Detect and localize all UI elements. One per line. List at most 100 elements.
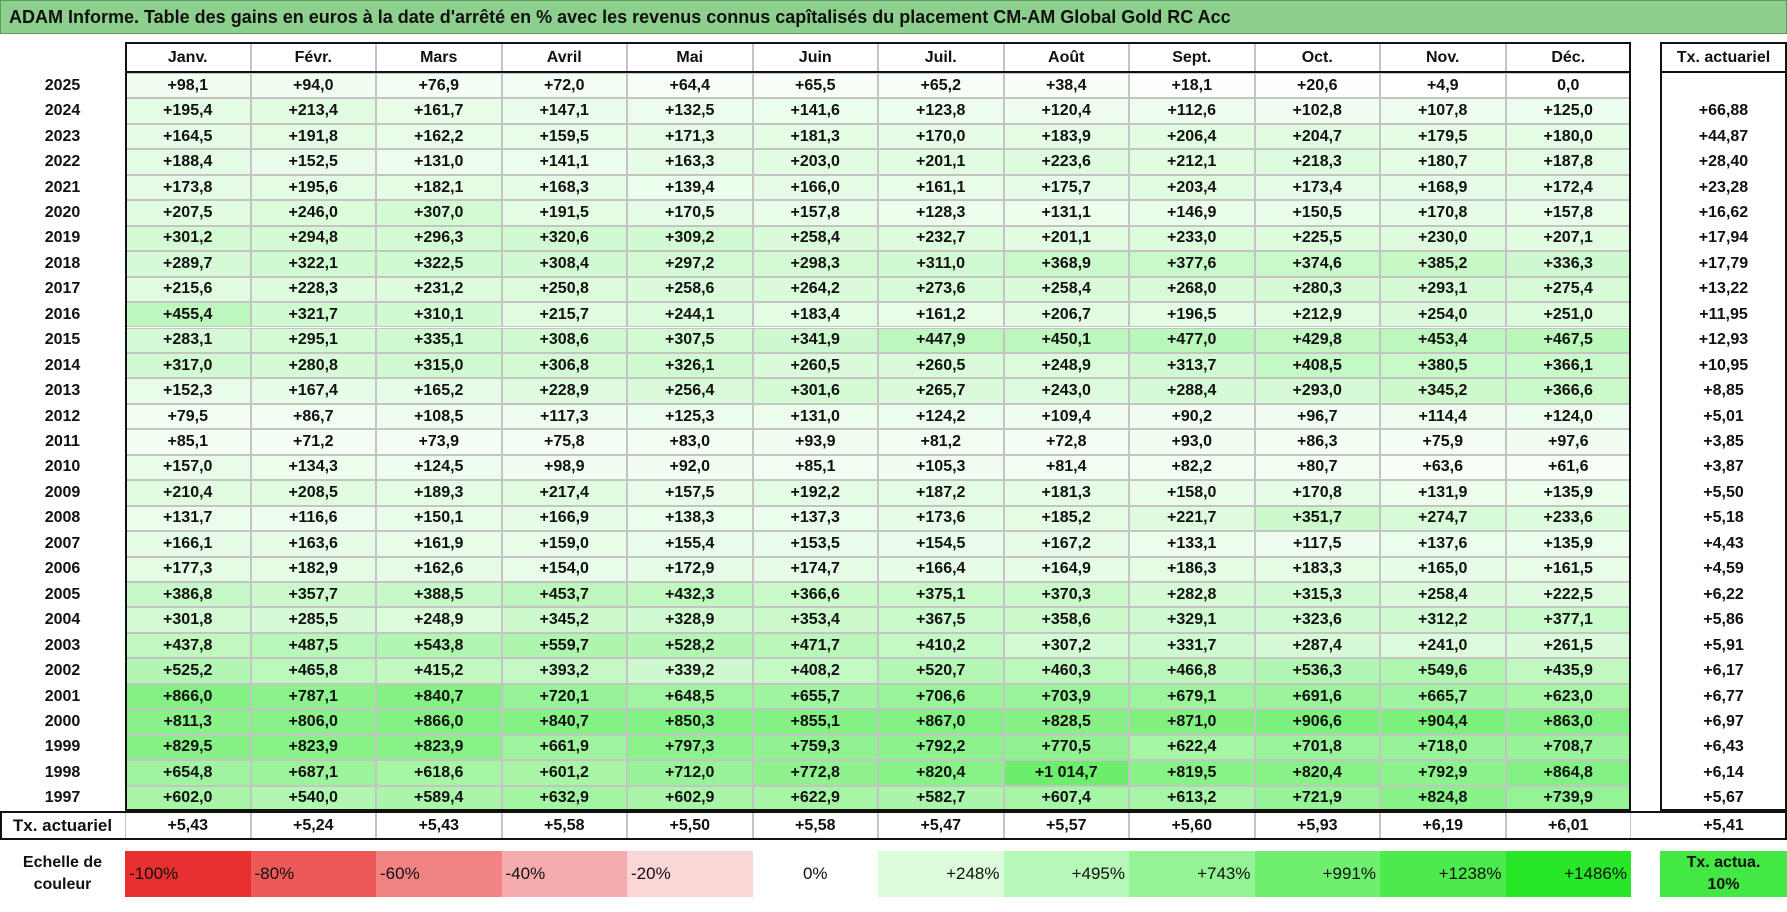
year-label: 2008 — [44, 509, 81, 527]
gain-cell: +309,2 — [627, 225, 753, 252]
footer-cell: +5,50 — [627, 811, 753, 841]
gain-cell: +65,2 — [878, 73, 1004, 99]
year-label: 2022 — [44, 153, 81, 171]
gain-cell: +328,9 — [627, 607, 753, 633]
gain-cell: +173,4 — [1254, 174, 1380, 201]
gain-cell: +759,3 — [752, 734, 878, 761]
tx-cell: +17,79 — [1698, 254, 1749, 272]
gain-cell: +166,9 — [501, 505, 627, 532]
gain-cell: +867,0 — [878, 709, 1004, 735]
gain-cell: +243,0 — [1003, 378, 1129, 404]
gain-cell: +152,3 — [125, 378, 251, 404]
gain-cell: +134,3 — [250, 454, 376, 481]
gain-cell: +180,7 — [1380, 149, 1506, 175]
gain-cell: +906,6 — [1254, 709, 1380, 735]
gain-cell: +329,1 — [1129, 607, 1255, 633]
gain-cell: +258,4 — [752, 225, 878, 252]
gain-cell: +455,4 — [125, 302, 251, 328]
gain-cell: +83,0 — [627, 429, 753, 455]
gain-cell: +703,9 — [1003, 683, 1129, 710]
legend-step: +248% — [878, 851, 1004, 898]
gain-cell: +192,2 — [752, 480, 878, 506]
year-label: 2012 — [44, 407, 81, 425]
gain-cell: +820,4 — [878, 760, 1004, 786]
gain-cell: +855,1 — [752, 709, 878, 735]
tx-cell: +5,91 — [1703, 636, 1744, 654]
gain-cell: +282,8 — [1129, 582, 1255, 608]
gain-cell: +63,6 — [1380, 454, 1506, 481]
footer-cell: +5,58 — [501, 811, 627, 841]
gain-cell: +107,8 — [1380, 98, 1506, 124]
gain-cell: +168,9 — [1380, 174, 1506, 201]
gain-cell: +157,8 — [1505, 200, 1631, 226]
gain-cell: +139,4 — [627, 174, 753, 201]
gain-cell: +772,8 — [752, 760, 878, 786]
gain-cell: +97,6 — [1505, 429, 1631, 455]
gain-cell: +345,2 — [1380, 378, 1506, 404]
gain-cell: +182,1 — [376, 174, 502, 201]
gain-cell: +170,8 — [1380, 200, 1506, 226]
gain-cell: +161,5 — [1505, 556, 1631, 582]
legend-step: -20% — [627, 851, 753, 898]
gain-cell: +164,9 — [1003, 556, 1129, 582]
gain-cell: +320,6 — [501, 225, 627, 252]
gain-cell: +301,6 — [752, 378, 878, 404]
gain-cell: +170,0 — [878, 123, 1004, 150]
gain-cell: +135,9 — [1505, 531, 1631, 557]
legend-step: +495% — [1003, 851, 1129, 898]
gain-cell: +712,0 — [627, 760, 753, 786]
gain-cell: +131,7 — [125, 505, 251, 532]
footer-label: Tx. actuariel — [12, 815, 113, 835]
gain-cell: +98,1 — [125, 73, 251, 99]
gain-cell: +231,2 — [376, 276, 502, 303]
gain-cell: +170,8 — [1254, 480, 1380, 506]
gain-cell: +739,9 — [1505, 785, 1631, 812]
month-header: Juin — [752, 42, 878, 73]
gain-cell: +183,4 — [752, 302, 878, 328]
gain-cell: +162,2 — [376, 123, 502, 150]
gain-cell: +114,4 — [1380, 403, 1506, 430]
gain-cell: +410,2 — [878, 632, 1004, 659]
gain-cell: +131,0 — [752, 403, 878, 430]
footer-cell: +5,43 — [125, 811, 251, 841]
gain-cell: +287,4 — [1254, 632, 1380, 659]
gain-cell: +273,6 — [878, 276, 1004, 303]
tx-cell: +3,87 — [1703, 458, 1744, 476]
gain-cell: +72,0 — [501, 73, 627, 99]
gain-cell: +96,7 — [1254, 403, 1380, 430]
gain-cell: +230,0 — [1380, 225, 1506, 252]
gain-cell: +467,5 — [1505, 327, 1631, 353]
gain-cell: +187,2 — [878, 480, 1004, 506]
gain-cell: +155,4 — [627, 531, 753, 557]
gain-cell: +93,0 — [1129, 429, 1255, 455]
gain-cell: +797,3 — [627, 734, 753, 761]
gain-cell: +207,5 — [125, 200, 251, 226]
gain-cell: +824,8 — [1380, 785, 1506, 812]
month-header: Août — [1003, 42, 1129, 73]
gain-cell: +308,4 — [501, 251, 627, 277]
gain-cell: +210,4 — [125, 480, 251, 506]
gain-cell: +232,7 — [878, 225, 1004, 252]
gain-cell: +223,6 — [1003, 149, 1129, 175]
tx-cell: +17,94 — [1698, 229, 1749, 247]
gain-cell: +691,6 — [1254, 683, 1380, 710]
gain-cell: +863,0 — [1505, 709, 1631, 735]
gain-cell: +207,1 — [1505, 225, 1631, 252]
gain-cell: +331,7 — [1129, 632, 1255, 659]
gain-cell: +622,9 — [752, 785, 878, 812]
gain-cell: +460,3 — [1003, 658, 1129, 684]
gain-cell: +132,5 — [627, 98, 753, 124]
gain-cell: +163,3 — [627, 149, 753, 175]
gain-cell: +161,2 — [878, 302, 1004, 328]
gain-cell: +128,3 — [878, 200, 1004, 226]
title: ADAM Informe. Table des gains en euros à… — [0, 0, 1787, 34]
gain-cell: +225,5 — [1254, 225, 1380, 252]
gain-cell: +131,0 — [376, 149, 502, 175]
gain-cell: +86,7 — [250, 403, 376, 430]
gain-cell: +159,0 — [501, 531, 627, 557]
gain-cell: +81,4 — [1003, 454, 1129, 481]
tx-cell: +6,14 — [1703, 763, 1744, 781]
gain-cell: +840,7 — [501, 709, 627, 735]
gain-cell: +866,0 — [376, 709, 502, 735]
gain-cell: +792,9 — [1380, 760, 1506, 786]
